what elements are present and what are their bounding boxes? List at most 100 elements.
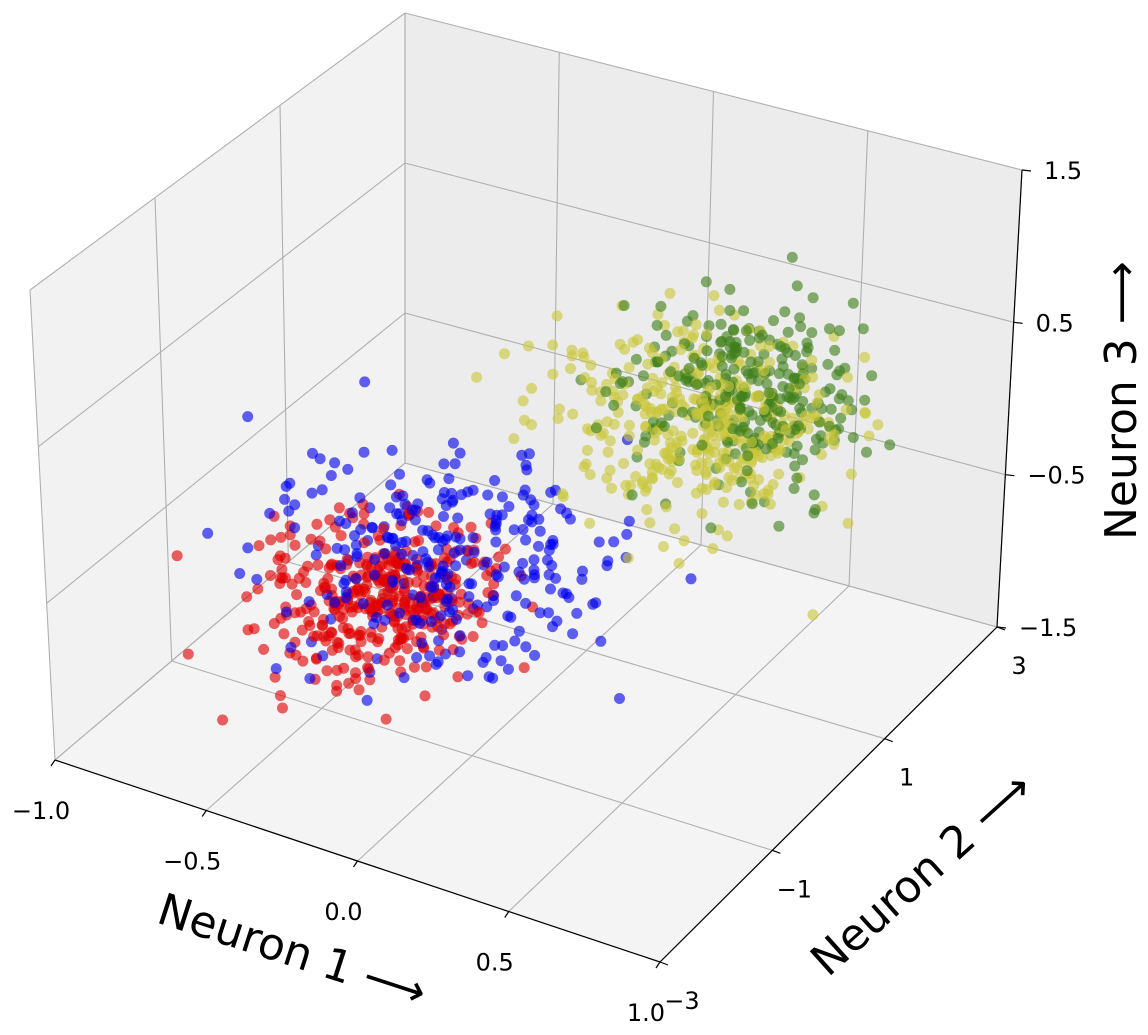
- scatter-point-series-0: [377, 523, 389, 535]
- scatter-point-series-2: [595, 395, 607, 407]
- scatter-point-series-1: [434, 571, 446, 583]
- grid-line-z: [404, 12, 1023, 171]
- scatter-point-series-2: [696, 508, 708, 519]
- scatter-point-series-2: [859, 407, 871, 418]
- scatter-point-series-1: [329, 596, 341, 608]
- scatter-point-series-2: [585, 359, 597, 371]
- scatter-point-series-3: [703, 320, 715, 332]
- scatter-point-series-1: [454, 447, 466, 459]
- y-tick-label: 3: [1011, 652, 1026, 680]
- scatter-point-series-0: [465, 521, 477, 533]
- grid-line-z: [404, 162, 1014, 323]
- scatter-point-series-2: [764, 340, 775, 352]
- scatter-point-series-2: [708, 290, 720, 302]
- scatter-point-series-3: [746, 498, 758, 510]
- scatter-point-series-1: [304, 673, 316, 684]
- scatter-point-series-1: [369, 554, 381, 565]
- z-tick-label: −0.5: [1027, 462, 1085, 490]
- scatter-point-series-1: [354, 492, 366, 504]
- scatter-point-series-2: [644, 517, 656, 529]
- grid-line-y: [154, 197, 173, 662]
- scatter-point-series-2: [640, 485, 651, 497]
- scatter-point-series-1: [456, 489, 467, 501]
- scatter-point-series-1: [432, 544, 444, 556]
- scatter-point-series-1: [409, 514, 421, 526]
- scatter-point-series-1: [285, 641, 297, 653]
- scatter-point-series-0: [291, 589, 303, 601]
- scatter-point-series-0: [420, 661, 432, 673]
- scatter-point-series-0: [338, 604, 349, 615]
- scatter-point-series-2: [632, 334, 643, 346]
- scatter-point-series-2: [707, 543, 719, 555]
- scatter-point-series-2: [578, 461, 590, 473]
- scatter-point-series-3: [802, 342, 814, 354]
- scatter-point-series-2: [498, 348, 510, 360]
- scatter-point-series-3: [729, 342, 741, 354]
- scatter-point-series-1: [490, 518, 502, 530]
- grid-line-z: [404, 462, 998, 628]
- scatter-point-series-3: [774, 393, 786, 405]
- grid-line-x: [552, 52, 560, 505]
- scatter-point-series-1: [545, 583, 556, 595]
- scatter-point-series-2: [807, 371, 819, 383]
- scatter-point-series-1: [447, 437, 459, 449]
- scatter-point-series-1: [546, 560, 558, 571]
- y-tick-mark: [659, 961, 669, 966]
- z-tick-mark: [996, 626, 1007, 629]
- scatter-point-series-0: [352, 583, 364, 595]
- scatter-point-series-1: [396, 548, 408, 560]
- scatter-point-series-2: [691, 409, 703, 421]
- scatter-point-series-1: [502, 663, 514, 675]
- scatter-point-series-1: [316, 484, 328, 496]
- scatter-point-series-3: [761, 378, 773, 390]
- scatter-point-series-3: [836, 389, 848, 401]
- scatter-point-series-3: [857, 323, 869, 335]
- scatter-point-series-2: [638, 398, 650, 410]
- scatter-point-series-1: [545, 486, 557, 498]
- scatter-point-series-2: [640, 421, 652, 433]
- scatter-point-series-0: [349, 644, 361, 656]
- scatter-point-series-1: [437, 535, 448, 547]
- scatter-point-series-3: [794, 378, 805, 390]
- scatter-point-series-0: [320, 543, 332, 555]
- scatter-point-series-1: [427, 529, 439, 541]
- scatter-point-series-1: [593, 536, 605, 548]
- scatter-point-series-1: [387, 574, 398, 586]
- scatter-point-series-1: [462, 670, 474, 682]
- scatter-point-series-1: [503, 501, 515, 512]
- scatter-point-series-1: [398, 672, 410, 684]
- scatter-point-series-1: [528, 572, 540, 584]
- scatter-point-series-3: [720, 391, 732, 403]
- scatter-point-series-1: [425, 616, 437, 627]
- scatter-point-series-3: [600, 386, 612, 398]
- scatter-point-series-0: [473, 607, 485, 618]
- scatter-point-series-1: [432, 656, 444, 668]
- scatter-point-series-0: [353, 684, 365, 696]
- scatter-point-series-0: [265, 534, 277, 546]
- scatter-point-series-2: [522, 340, 534, 352]
- y-axis-label: Neuron 2 ⟶: [801, 762, 1042, 986]
- scatter-point-series-0: [308, 606, 320, 618]
- scatter-point-series-1: [335, 560, 347, 572]
- scatter-point-series-3: [673, 370, 685, 382]
- scatter-point-series-2: [726, 474, 738, 486]
- scatter-point-series-1: [350, 539, 362, 551]
- scatter-point-series-2: [579, 372, 591, 384]
- scatter-point-series-0: [476, 617, 488, 629]
- scatter-point-series-2: [644, 458, 656, 470]
- scatter-point-series-2: [601, 472, 613, 484]
- scatter-point-series-2: [780, 424, 792, 436]
- scatter-point-series-2: [758, 404, 770, 415]
- scatter-point-series-2: [733, 499, 745, 510]
- scatter-point-series-2: [551, 310, 563, 322]
- scatter-point-series-2: [622, 552, 634, 564]
- z-tick-label: 1.5: [1044, 157, 1082, 185]
- scatter-point-series-0: [335, 530, 347, 542]
- scatter-point-series-0: [322, 630, 334, 642]
- scatter-point-series-1: [468, 546, 480, 558]
- scatter-point-series-2: [665, 465, 677, 476]
- scatter-point-series-1: [438, 487, 450, 498]
- scatter-point-series-2: [842, 371, 853, 383]
- scatter-point-series-2: [508, 433, 520, 445]
- scatter-point-series-2: [690, 319, 702, 331]
